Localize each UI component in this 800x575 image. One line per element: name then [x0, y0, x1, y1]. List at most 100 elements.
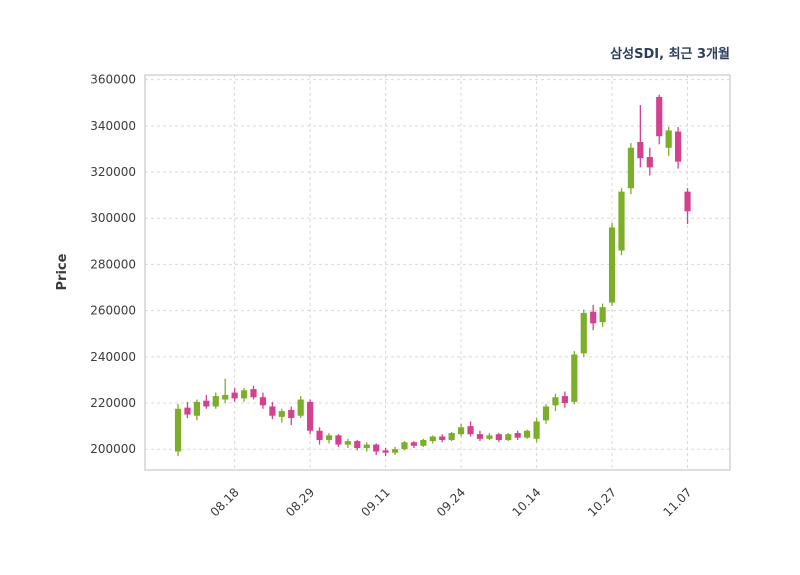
candle-up: [297, 396, 304, 419]
candle-body: [382, 450, 389, 453]
candle-down: [410, 441, 418, 449]
candle-body: [533, 421, 540, 439]
candle-up: [618, 188, 625, 256]
candle-body: [675, 131, 682, 162]
candle-up: [240, 387, 248, 402]
candle-up: [599, 303, 606, 327]
candle-up: [420, 438, 427, 447]
candle-body: [222, 394, 229, 400]
y-tick-label: 220000: [90, 396, 136, 410]
y-tick-label: 200000: [90, 442, 136, 456]
candle-body: [259, 397, 267, 406]
candle-body: [580, 312, 587, 354]
candle-body: [240, 390, 248, 399]
candle-up: [580, 309, 587, 357]
candle-down: [184, 401, 191, 419]
x-tick-label: 08.18: [208, 485, 242, 519]
candle-down: [203, 394, 210, 409]
candle-body: [599, 307, 606, 323]
candle-down: [259, 392, 267, 409]
candle-up: [524, 429, 531, 439]
candle-up: [401, 441, 408, 451]
candle-body: [354, 441, 361, 449]
x-tick-label: 10.27: [585, 485, 619, 519]
candle-body: [203, 400, 210, 407]
candle-up: [448, 431, 455, 442]
candle-up: [278, 408, 285, 423]
x-tick-label: 09.24: [434, 485, 468, 519]
candles-layer: [174, 94, 691, 457]
candle-body: [505, 434, 512, 440]
candle-up: [193, 399, 200, 421]
x-tick-label: 11.07: [660, 485, 694, 519]
candle-up: [429, 435, 436, 444]
candle-body: [656, 96, 663, 137]
candle-body: [420, 439, 427, 446]
candle-body: [401, 442, 408, 450]
candle-body: [373, 444, 380, 452]
candle-down: [467, 421, 474, 437]
candle-body: [184, 407, 191, 415]
candle-body: [250, 389, 257, 398]
candle-up: [391, 446, 399, 455]
candle-body: [457, 427, 465, 435]
y-tick-label: 280000: [90, 257, 136, 271]
candle-body: [637, 141, 644, 159]
candle-body: [542, 406, 550, 421]
candle-up: [457, 423, 465, 437]
candle-down: [684, 188, 691, 224]
candle-up: [325, 433, 333, 444]
candle-up: [665, 126, 672, 156]
candle-up: [542, 404, 550, 424]
candle-body: [646, 157, 653, 168]
candle-body: [231, 392, 238, 399]
candle-body: [467, 426, 474, 435]
candle-body: [410, 442, 418, 446]
candle-body: [335, 435, 342, 445]
candle-up: [174, 404, 182, 457]
y-tick-label: 300000: [90, 211, 136, 225]
candle-up: [222, 378, 229, 404]
candle-down: [231, 387, 238, 402]
candle-down: [316, 427, 323, 445]
y-axis-label: Price: [55, 253, 70, 290]
candle-body: [391, 449, 399, 453]
candle-up: [552, 393, 559, 412]
candle-body: [495, 434, 502, 440]
candle-body: [363, 444, 370, 449]
candle-body: [514, 433, 521, 438]
candle-up: [505, 433, 512, 442]
candle-body: [316, 430, 323, 440]
candle-body: [684, 191, 691, 212]
candle-body: [297, 399, 304, 416]
candle-body: [429, 436, 436, 442]
candle-body: [571, 354, 578, 402]
candle-down: [373, 443, 380, 455]
candle-down: [646, 147, 653, 176]
candle-body: [627, 147, 635, 189]
y-tick-label: 240000: [90, 350, 136, 364]
x-tick-label: 10.14: [509, 485, 543, 519]
candle-body: [618, 191, 625, 251]
candle-up: [533, 418, 540, 443]
candle-body: [212, 396, 219, 407]
candle-body: [608, 227, 616, 303]
candle-up: [627, 143, 635, 194]
y-tick-label: 360000: [90, 73, 136, 87]
candle-body: [448, 433, 455, 440]
plot-border: [144, 74, 731, 471]
candle-body: [665, 130, 672, 148]
candle-down: [382, 448, 389, 457]
candle-down: [675, 126, 682, 169]
candle-down: [269, 401, 276, 420]
candle-down: [250, 385, 257, 400]
x-tick-label: 09.11: [359, 485, 393, 519]
candle-down: [476, 430, 484, 442]
candle-body: [561, 396, 568, 404]
candle-down: [288, 406, 295, 425]
candle-body: [486, 435, 493, 439]
candle-body: [344, 441, 351, 445]
candle-down: [439, 434, 446, 443]
